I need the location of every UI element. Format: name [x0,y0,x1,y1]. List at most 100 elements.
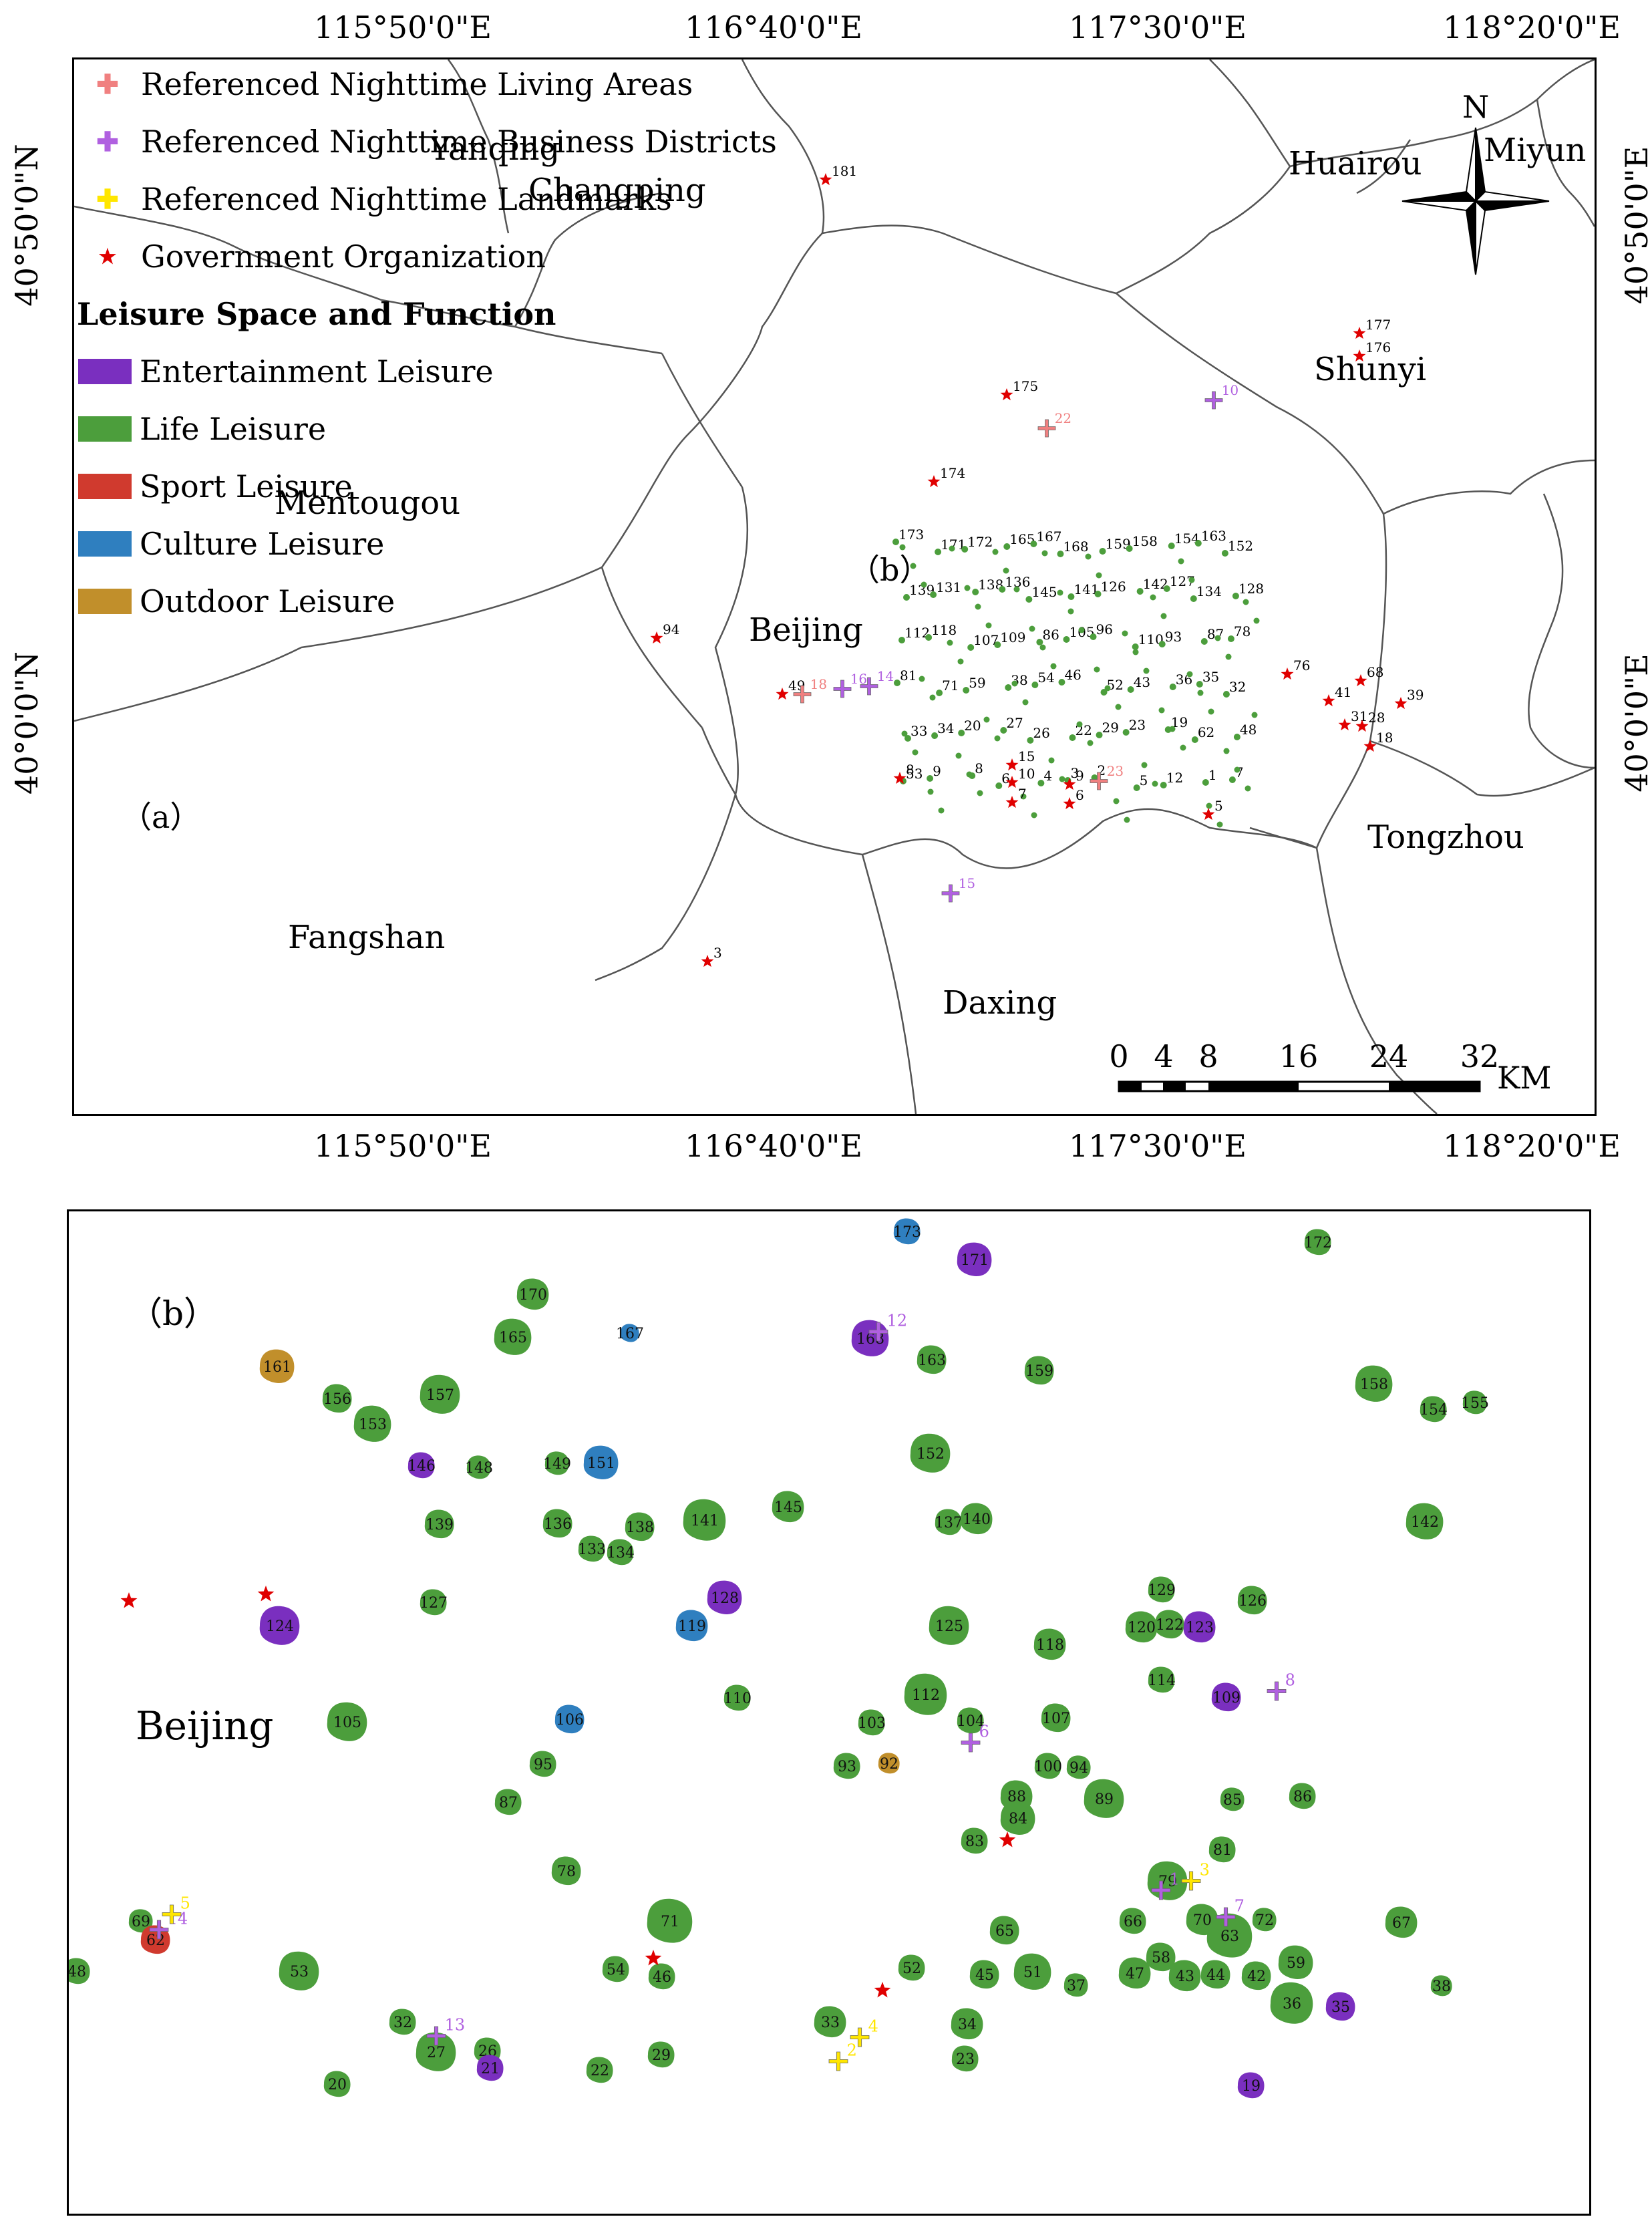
cluster-dot [1143,668,1150,674]
cluster-dot [1196,681,1203,688]
cluster-dot [1076,721,1083,728]
marker-gov [257,1586,275,1602]
legend-item-life: Life Leisure [74,406,326,452]
cluster-dot [1025,596,1033,603]
marker-gov: 177 [1353,317,1391,339]
svg-text:106: 106 [556,1712,584,1729]
legend-item-outdoor: Outdoor Leisure [74,578,395,625]
marker-living: 18 [793,676,827,704]
leisure-patch-life: 72 [1252,1908,1277,1932]
legend-item-landmarks: ✚ Referenced Nighttime Landmarks [74,176,672,223]
detail-map-panel: （b） Beijing 173 171 172 170 165 167 168 163 159 1… [67,1209,1591,2216]
cluster-dot [1126,545,1133,552]
district-label-fangshan: Fangshan [288,919,445,956]
svg-text:54: 54 [607,1962,625,1978]
cluster-dot [957,658,964,665]
svg-text:84: 84 [1009,1811,1027,1827]
leisure-patch-entertainment: 171 [957,1242,992,1276]
cluster-label: 81 [900,668,917,684]
cluster-dot [1050,663,1057,670]
cluster-label: 152 [1228,538,1253,554]
svg-text:3: 3 [713,945,722,961]
leisure-patch-life: 36 [1270,1982,1313,2024]
cluster-dot [1078,627,1085,633]
cluster-dot [892,539,899,545]
scale-tick-0: 0 [1109,1038,1128,1074]
svg-text:10: 10 [1018,766,1035,782]
leisure-patch-life: 125 [929,1606,969,1645]
leisure-patch-entertainment: 109 [1211,1682,1241,1712]
svg-text:85: 85 [1223,1792,1242,1809]
svg-text:137: 137 [935,1515,963,1531]
legend-section-title: Leisure Space and Function [77,296,556,332]
legend-label: Referenced Nighttime Landmarks [141,181,672,217]
cluster-dot [1058,679,1065,686]
svg-text:37: 37 [1067,1978,1086,1994]
cluster-dot [1096,732,1103,738]
cluster-dot [1202,779,1209,786]
svg-text:129: 129 [1148,1582,1176,1599]
marker-business: 15 [941,875,975,903]
leisure-patch-life: 145 [772,1491,804,1523]
marker-landmark: 4 [850,2017,878,2047]
svg-text:22: 22 [1055,410,1071,426]
svg-text:123: 123 [1186,1620,1214,1636]
leisure-patch-life: 54 [602,1956,629,1982]
cluster-label: 23 [1129,717,1146,733]
leisure-patch-culture: 173 [893,1218,921,1245]
leisure-patch-life: 129 [1148,1576,1176,1603]
leisure-patch-life: 65 [989,1916,1019,1945]
marker-gov: 8 [893,762,915,784]
svg-text:13: 13 [445,2016,466,2035]
cluster-dot [1011,680,1018,687]
cluster-dot [1188,577,1195,583]
svg-text:34: 34 [958,2017,977,2033]
svg-text:15: 15 [959,875,975,891]
district-label-beijing: Beijing [749,611,863,649]
cluster-dot [961,546,969,553]
cluster-dot [1216,821,1223,828]
leisure-patch-life: 69 [128,1909,153,1933]
leisure-patch-culture: 119 [675,1610,708,1642]
cluster-dot [1094,591,1102,597]
marker-gov: 28 [1355,710,1385,732]
svg-text:142: 142 [1411,1514,1439,1531]
svg-text:118: 118 [1036,1637,1064,1654]
cluster-dot [1059,776,1065,782]
cluster-label: 93 [1165,629,1182,645]
marker-landmark: 5 [162,1894,190,1924]
leisure-patch-life: 27 [416,2032,456,2071]
marker-gov: 76 [1281,657,1310,680]
leisure-patch-entertainment: 146 [407,1452,436,1479]
cluster-dot [1160,613,1167,619]
color-swatch [78,474,132,499]
cluster-label: 8 [975,760,983,776]
leisure-patch-life: 59 [1278,1945,1313,1979]
svg-text:6: 6 [1076,787,1084,803]
cluster-dot [903,594,910,601]
svg-text:95: 95 [534,1757,552,1773]
marker-gov: 6 [1063,787,1084,810]
cluster-dot [955,752,962,759]
bottom-longitude-3: 117°30'0"E [1069,1128,1247,1164]
cluster-dot [1132,643,1139,650]
marker-gov [645,1950,662,1966]
leisure-patch-entertainment: 35 [1325,1992,1355,2021]
cluster-dot [1099,548,1106,555]
cluster-dot [1048,757,1055,764]
svg-text:47: 47 [1126,1966,1144,1982]
subarea-b-label: （b） [849,552,930,588]
svg-text:134: 134 [607,1545,635,1562]
district-boundaries [74,59,1595,1114]
cluster-dot [972,589,979,595]
leisure-patch-life: 34 [951,2008,983,2040]
leisure-patch-life: 48 [69,1958,90,1984]
marker-business: 16 [833,671,867,698]
cluster-dot [1158,707,1165,714]
svg-text:175: 175 [1013,378,1038,394]
svg-text:45: 45 [975,1967,994,1984]
leisure-patch-life: 122 [1154,1610,1184,1639]
svg-text:138: 138 [626,1519,654,1536]
cluster-dot [1122,729,1130,736]
